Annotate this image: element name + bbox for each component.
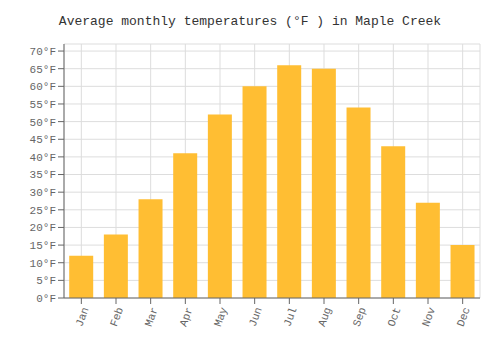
svg-text:Feb: Feb [108,306,126,329]
svg-text:Jul: Jul [281,306,299,329]
svg-text:Sep: Sep [351,306,369,329]
svg-text:35°F: 35°F [30,169,56,181]
svg-text:25°F: 25°F [30,205,56,217]
svg-text:65°F: 65°F [30,64,56,76]
svg-text:15°F: 15°F [30,240,56,252]
html-text:Average monthly temperatures (: Average monthly temperatures (°F ) in Ma… [58,14,442,29]
svg-text:70°F: 70°F [30,46,56,58]
svg-text:5°F: 5°F [36,275,56,287]
svg-text:10°F: 10°F [30,258,56,270]
svg-text:Jun: Jun [247,306,265,329]
svg-text:20°F: 20°F [30,222,56,234]
svg-text:45°F: 45°F [30,134,56,146]
svg-text:0°F: 0°F [36,293,56,305]
svg-text:Jan: Jan [73,306,91,329]
svg-text:55°F: 55°F [30,99,56,111]
svg-text:60°F: 60°F [30,81,56,93]
svg-text:50°F: 50°F [30,117,56,129]
svg-text:Aug: Aug [316,306,334,329]
svg-text:40°F: 40°F [30,152,56,164]
svg-text:Apr: Apr [177,306,195,329]
svg-text:Mar: Mar [143,306,161,329]
svg-text:30°F: 30°F [30,187,56,199]
svg-text:May: May [212,305,230,328]
svg-text:Nov: Nov [420,305,438,328]
svg-text:Dec: Dec [455,306,473,329]
svg-text:Oct: Oct [385,306,403,329]
